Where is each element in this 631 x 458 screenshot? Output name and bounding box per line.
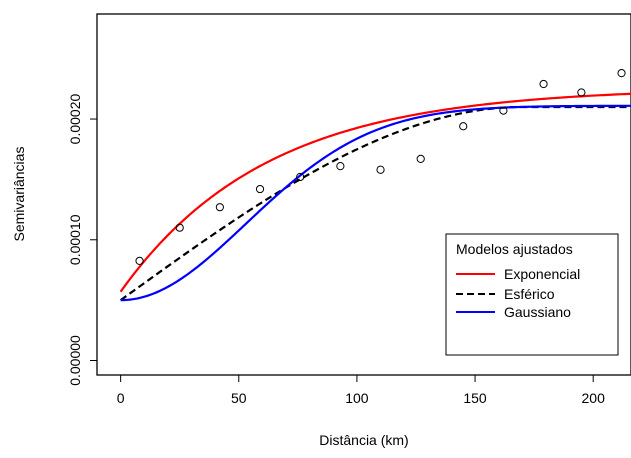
x-axis-label: Distância (km) bbox=[319, 432, 408, 448]
data-point bbox=[215, 203, 224, 212]
data-point bbox=[135, 256, 144, 266]
legend: Modelos ajustados Exponencial Esférico G… bbox=[445, 233, 619, 356]
x-tick-label: 100 bbox=[345, 390, 369, 406]
model-curves bbox=[119, 92, 631, 302]
curve-gaussian bbox=[120, 104, 631, 302]
y-tick-label: 0.00000 bbox=[67, 335, 83, 386]
plot-frame bbox=[96, 13, 631, 376]
x-tick-label: 0 bbox=[117, 390, 125, 406]
data-point bbox=[499, 106, 508, 115]
data-point bbox=[175, 223, 184, 232]
x-tick-label: 150 bbox=[463, 390, 487, 406]
data-point bbox=[617, 69, 626, 78]
y-tick-label: 0.00010 bbox=[67, 214, 83, 265]
x-tick-label: 200 bbox=[582, 390, 606, 406]
data-point bbox=[416, 154, 425, 163]
data-point bbox=[296, 172, 305, 182]
curve-exponential bbox=[119, 92, 631, 293]
x-axis: 0 50 100 150 200 bbox=[117, 375, 605, 406]
data-point bbox=[459, 122, 468, 131]
y-axis-label: Semivariâncias bbox=[11, 147, 27, 242]
legend-label-gaussiano: Gaussiano bbox=[504, 304, 571, 320]
empirical-points bbox=[135, 69, 626, 266]
legend-label-esferico: Esférico bbox=[504, 286, 555, 302]
legend-label-exponencial: Exponencial bbox=[504, 266, 580, 282]
data-point bbox=[336, 162, 345, 171]
legend-title: Modelos ajustados bbox=[456, 241, 573, 257]
data-point bbox=[577, 88, 586, 97]
x-tick-label: 50 bbox=[231, 390, 247, 406]
y-tick-label: 0.00020 bbox=[67, 94, 83, 145]
data-point bbox=[376, 165, 385, 174]
data-point bbox=[255, 184, 265, 194]
y-axis: 0.00000 0.00010 0.00020 bbox=[67, 94, 97, 386]
data-point bbox=[539, 79, 548, 89]
legend-box bbox=[445, 233, 619, 356]
